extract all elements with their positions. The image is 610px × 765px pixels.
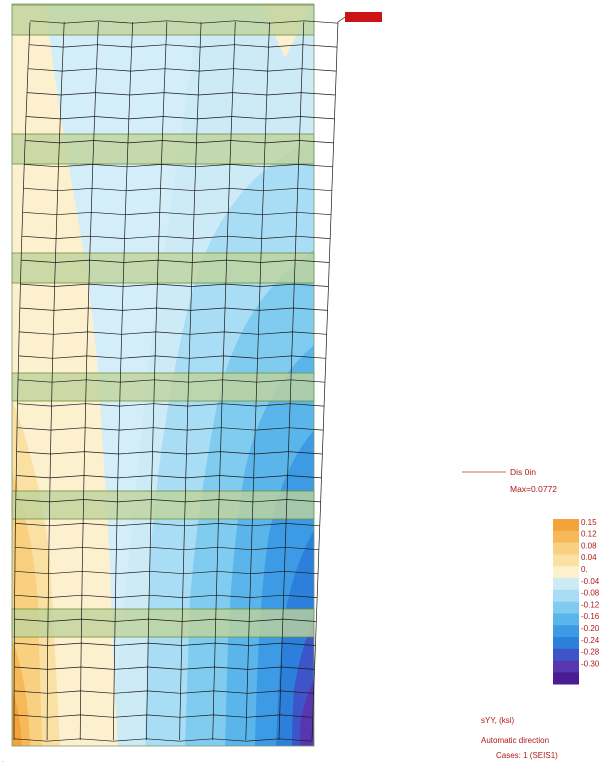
legend-value-label: -0.30 [581, 659, 600, 668]
legend-swatch [553, 578, 579, 590]
slab-band [12, 373, 314, 401]
marker-leader-line [338, 17, 345, 22]
displacement-info: Dis 0in Max=0.0772 [462, 467, 557, 494]
mesh-vertical-line [312, 22, 338, 740]
legend-swatch [553, 531, 579, 543]
legend-value-label: -0.16 [581, 612, 600, 621]
legend-value-label: 0. [581, 565, 588, 574]
legend-value-label: 0.12 [581, 530, 597, 539]
corner-mark: . [2, 757, 4, 764]
legend-direction: Automatic direction [481, 736, 549, 745]
legend-value-label: -0.24 [581, 636, 600, 645]
displacement-max: Max=0.0772 [510, 484, 557, 494]
legend-swatch [553, 519, 579, 531]
slab-band [12, 609, 314, 637]
legend-labels: 0.15 0.12 0.08 0.04 0. -0.04 -0.08 -0.12 -0.16 -0… [581, 518, 600, 669]
legend-swatch [553, 543, 579, 555]
legend-value-label: -0.20 [581, 624, 600, 633]
slab-band [12, 5, 314, 35]
displacement-label: Dis 0in [510, 467, 536, 477]
slab-band [12, 134, 314, 164]
legend-swatch [553, 590, 579, 602]
legend-swatch [553, 649, 579, 661]
legend-swatch [553, 625, 579, 637]
legend-swatch [553, 661, 579, 673]
slab-band [12, 491, 314, 519]
legend-value-label: 0.04 [581, 553, 597, 562]
legend-swatches [553, 519, 579, 685]
slab-band [12, 253, 314, 283]
legend-swatch [553, 672, 579, 684]
legend-value-label: -0.08 [581, 589, 600, 598]
legend-quantity: sYY, (ksi) [481, 716, 515, 725]
legend-swatch [553, 554, 579, 566]
marker-box [345, 12, 382, 22]
legend-value-label: 0.08 [581, 541, 597, 550]
legend-cases: Cases: 1 (SEIS1) [496, 751, 558, 760]
legend-swatch [553, 566, 579, 578]
legend-value-label: -0.12 [581, 600, 600, 609]
legend-swatch [553, 637, 579, 649]
legend-value-label: -0.04 [581, 577, 600, 586]
legend-swatch [553, 613, 579, 625]
legend-value-label: -0.28 [581, 648, 600, 657]
legend-swatch [553, 602, 579, 614]
stress-legend: 0.15 0.12 0.08 0.04 0. -0.04 -0.08 -0.12 -0.16 -0… [481, 518, 600, 760]
max-value-marker[interactable] [345, 12, 382, 22]
legend-value-label: 0.15 [581, 518, 597, 527]
